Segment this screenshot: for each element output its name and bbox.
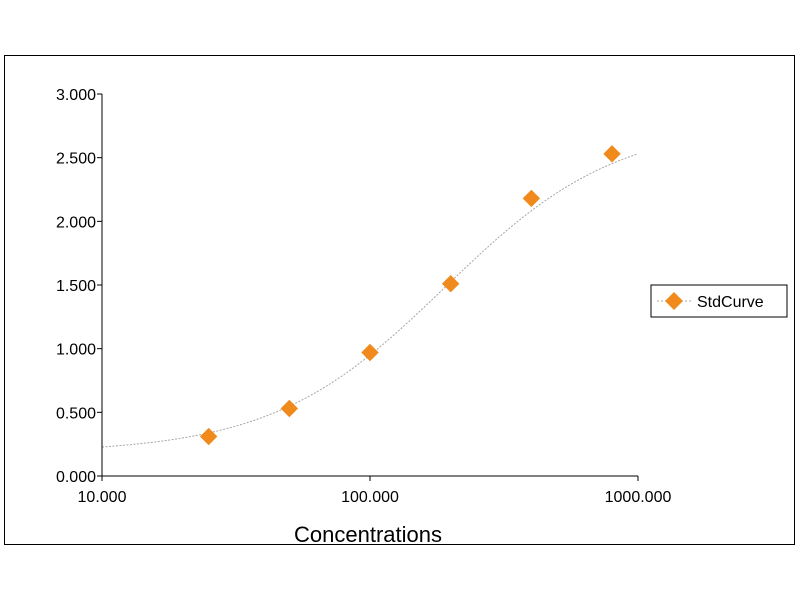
x-axis-title: Concentrations	[294, 522, 442, 547]
legend-label: StdCurve	[697, 294, 764, 311]
legend: StdCurve	[650, 284, 788, 318]
x-tick-label: 1000.000	[605, 489, 672, 506]
x-tick-label: 10.000	[78, 489, 127, 506]
axes-layer	[101, 94, 638, 477]
y-tick-label: 0.500	[56, 405, 96, 422]
y-tick-label: 2.000	[56, 214, 96, 231]
legend-marker-diamond	[665, 292, 683, 310]
y-tick-label: 1.000	[56, 342, 96, 359]
x-tick-label: 100.000	[341, 489, 399, 506]
y-tick-label: 3.000	[56, 87, 96, 104]
points-layer	[199, 145, 621, 446]
data-point	[361, 343, 379, 362]
data-point	[603, 145, 621, 163]
y-tick-label: 2.500	[56, 151, 96, 168]
fit-curve-layer	[101, 153, 639, 448]
data-point	[522, 189, 541, 208]
ticks-layer: 0.000 0.500 1.000 1.500 2.000 2.500 3.000 10.00…	[56, 87, 672, 506]
y-tick-label: 0.000	[56, 469, 96, 486]
y-tick-label: 1.500	[56, 278, 96, 295]
fit-curve	[101, 153, 639, 448]
data-point	[280, 399, 299, 418]
data-point	[441, 275, 460, 293]
data-point	[199, 427, 218, 446]
